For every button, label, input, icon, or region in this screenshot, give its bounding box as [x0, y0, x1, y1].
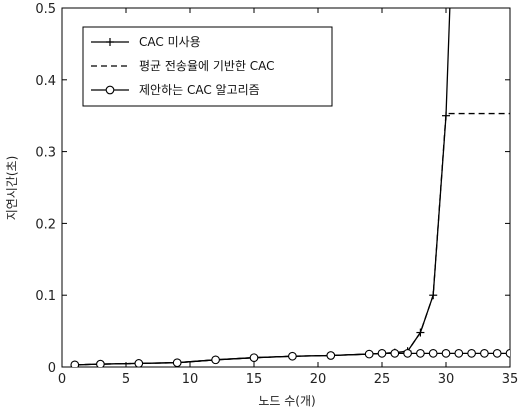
- x-tick-label: 10: [182, 372, 199, 387]
- y-tick-label: 0.3: [35, 146, 56, 161]
- data-point: [441, 349, 451, 358]
- data-point: [377, 349, 387, 358]
- series-3: [70, 349, 510, 367]
- data-point: [288, 351, 297, 361]
- legend-label: 평균 전송율에 기반한 CAC: [139, 59, 275, 73]
- x-tick-label: 35: [502, 372, 519, 387]
- legend-label: CAC 미사용: [139, 35, 201, 49]
- x-tick-label: 5: [122, 372, 130, 387]
- x-tick-label: 30: [438, 372, 455, 387]
- y-tick-label: 0.2: [35, 217, 56, 232]
- y-tick-label: 0.4: [35, 74, 56, 89]
- y-tick-label: 0.1: [35, 289, 56, 304]
- data-point: [172, 358, 182, 367]
- data-point: [505, 349, 510, 358]
- data-point: [70, 360, 80, 367]
- x-axis-label: 노드 수(개): [258, 394, 315, 408]
- data-point: [492, 349, 502, 358]
- x-tick-label: 15: [246, 372, 263, 387]
- data-point: [480, 349, 489, 358]
- x-tick-label: 25: [374, 372, 391, 387]
- y-tick-label: 0: [48, 361, 56, 376]
- data-point: [416, 349, 425, 358]
- data-point: [390, 349, 400, 358]
- x-tick-label: 20: [310, 372, 327, 387]
- legend-marker: [105, 85, 115, 95]
- data-point: [211, 355, 220, 365]
- legend-marker: [106, 38, 114, 46]
- data-point: [96, 359, 105, 367]
- data-point: [249, 353, 259, 363]
- x-tick-label: 0: [58, 372, 66, 387]
- data-point: [364, 349, 374, 359]
- data-point: [454, 349, 464, 358]
- data-point: [467, 349, 476, 358]
- data-point: [403, 349, 412, 358]
- legend-label: 제안하는 CAC 알고리즘: [139, 83, 260, 97]
- data-point: [134, 359, 144, 367]
- y-tick-label: 0.5: [35, 2, 56, 17]
- data-point: [326, 351, 336, 360]
- y-axis-label: 지연시간(초): [5, 156, 19, 221]
- data-point: [428, 349, 438, 358]
